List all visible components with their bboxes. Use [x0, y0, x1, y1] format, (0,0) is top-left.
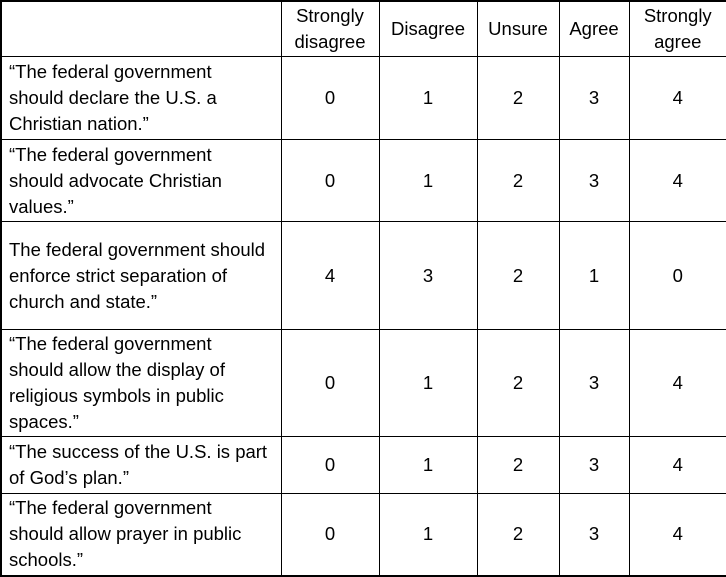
score-value: 0: [280, 139, 380, 222]
score-value: 1: [378, 139, 478, 222]
score-value: 0: [280, 436, 380, 494]
table-row: “The federal government should allow pra…: [0, 493, 726, 576]
corner-cell: [0, 0, 282, 57]
score-value: 4: [628, 493, 726, 576]
score-value: 4: [628, 139, 726, 222]
score-value: 2: [476, 493, 560, 576]
statement-text: “The federal government should allow the…: [0, 329, 282, 437]
score-value: 4: [628, 436, 726, 494]
score-value: 4: [628, 329, 726, 437]
statement-text: “The success of the U.S. is part of God’…: [0, 436, 282, 494]
table-row: “The success of the U.S. is part of God’…: [0, 436, 726, 494]
score-value: 2: [476, 56, 560, 140]
table-row: “The federal government should allow the…: [0, 329, 726, 437]
header-disagree: Disagree: [378, 0, 478, 57]
score-value: 1: [378, 329, 478, 437]
header-strongly-disagree: Strongly disagree: [280, 0, 380, 57]
score-value: 0: [628, 221, 726, 330]
score-value: 3: [558, 56, 630, 140]
score-value: 1: [378, 493, 478, 576]
header-agree: Agree: [558, 0, 630, 57]
statement-text: The federal government should enforce st…: [0, 221, 282, 330]
score-value: 4: [628, 56, 726, 140]
score-value: 2: [476, 139, 560, 222]
score-value: 4: [280, 221, 380, 330]
score-value: 0: [280, 493, 380, 576]
score-value: 1: [378, 56, 478, 140]
score-value: 1: [558, 221, 630, 330]
header-unsure: Unsure: [476, 0, 560, 57]
score-value: 3: [378, 221, 478, 330]
score-value: 1: [378, 436, 478, 494]
header-row: Strongly disagree Disagree Unsure Agree …: [0, 0, 726, 57]
score-value: 2: [476, 221, 560, 330]
score-value: 2: [476, 329, 560, 437]
statement-text: “The federal government should declare t…: [0, 56, 282, 140]
statement-text: “The federal government should allow pra…: [0, 493, 282, 576]
score-value: 2: [476, 436, 560, 494]
table-row: “The federal government should advocate …: [0, 139, 726, 222]
score-value: 3: [558, 436, 630, 494]
table-row: “The federal government should declare t…: [0, 56, 726, 140]
score-value: 0: [280, 329, 380, 437]
score-value: 3: [558, 139, 630, 222]
statement-text: “The federal government should advocate …: [0, 139, 282, 222]
table-row: The federal government should enforce st…: [0, 221, 726, 330]
header-strongly-agree: Strongly agree: [628, 0, 726, 57]
score-value: 3: [558, 329, 630, 437]
score-value: 3: [558, 493, 630, 576]
score-value: 0: [280, 56, 380, 140]
